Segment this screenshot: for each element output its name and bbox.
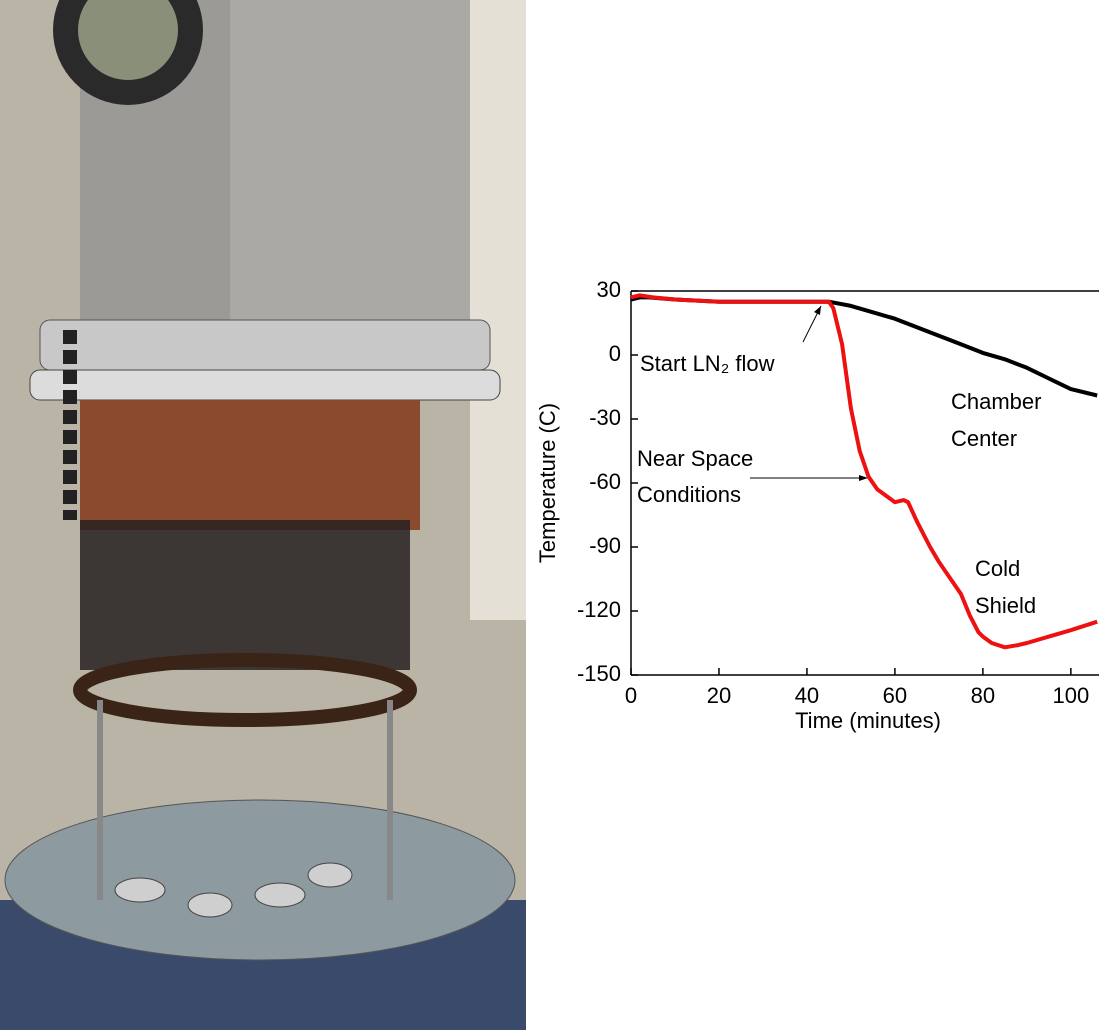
series-label: Chamber (951, 389, 1041, 414)
y-tick-label: -90 (589, 533, 621, 558)
annotation: Start LN₂ flow (640, 351, 775, 376)
copper-shield (80, 400, 420, 530)
annotation: Conditions (637, 482, 741, 507)
cylinder-highlight (230, 0, 470, 330)
y-tick-label: -120 (577, 597, 621, 622)
y-tick-label: 0 (609, 341, 621, 366)
x-tick-label: 100 (1052, 683, 1089, 708)
feedthrough (188, 893, 232, 917)
y-tick-label: -150 (577, 661, 621, 686)
wall (470, 0, 526, 620)
x-tick-label: 60 (883, 683, 907, 708)
figure: Time (minutes) Temperature (C) -150 -120 -… (0, 0, 1099, 1030)
x-tick-label: 20 (707, 683, 731, 708)
x-axis-label: Time (minutes) (795, 708, 941, 733)
y-tick-label: -60 (589, 469, 621, 494)
feedthrough (115, 878, 165, 902)
y-axis-label: Temperature (C) (535, 403, 560, 563)
x-tick-label: 0 (625, 683, 637, 708)
annotation: Near Space (637, 446, 753, 471)
feedthrough (308, 863, 352, 887)
x-tick-label: 40 (795, 683, 819, 708)
feedthrough (255, 883, 305, 907)
x-tick-label: 80 (971, 683, 995, 708)
base-plate (5, 800, 515, 960)
arrow-head (814, 306, 821, 315)
mesh (80, 520, 410, 670)
series-label: Shield (975, 593, 1036, 618)
series-label: Cold (975, 556, 1020, 581)
y-tick-label: -30 (589, 405, 621, 430)
y-tick-label: 30 (597, 277, 621, 302)
series-line (631, 297, 1097, 395)
flange-ring (30, 370, 500, 400)
series-label: Center (951, 426, 1017, 451)
flange (40, 320, 490, 370)
chart: Time (minutes) Temperature (C) -150 -120 -… (535, 277, 1099, 733)
photo (0, 0, 526, 1030)
